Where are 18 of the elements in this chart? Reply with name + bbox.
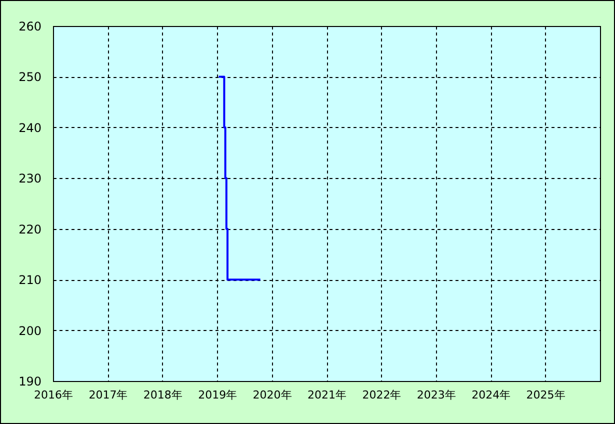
x-tick-label: 2016年 xyxy=(34,388,73,402)
y-tick-label: 190 xyxy=(18,374,42,388)
x-tick-label: 2020年 xyxy=(252,388,292,402)
y-tick-label: 200 xyxy=(18,324,42,338)
x-tick-label: 2025年 xyxy=(526,388,566,402)
x-tick-label: 2019年 xyxy=(198,388,238,402)
x-tick-label: 2023年 xyxy=(416,388,456,402)
x-tick-label: 2024年 xyxy=(472,388,511,402)
y-tick-label: 210 xyxy=(18,273,42,288)
x-tick-label: 2022年 xyxy=(362,388,402,402)
y-tick-label: 260 xyxy=(18,20,42,34)
y-tick-label: 250 xyxy=(18,70,42,84)
y-tick-label: 230 xyxy=(18,172,42,186)
y-tick-label: 240 xyxy=(18,120,42,135)
x-tick-label: 2018年 xyxy=(143,388,182,402)
x-tick-label: 2017年 xyxy=(88,388,128,402)
y-tick-label: 220 xyxy=(18,222,42,236)
x-tick-label: 2021年 xyxy=(308,388,346,402)
